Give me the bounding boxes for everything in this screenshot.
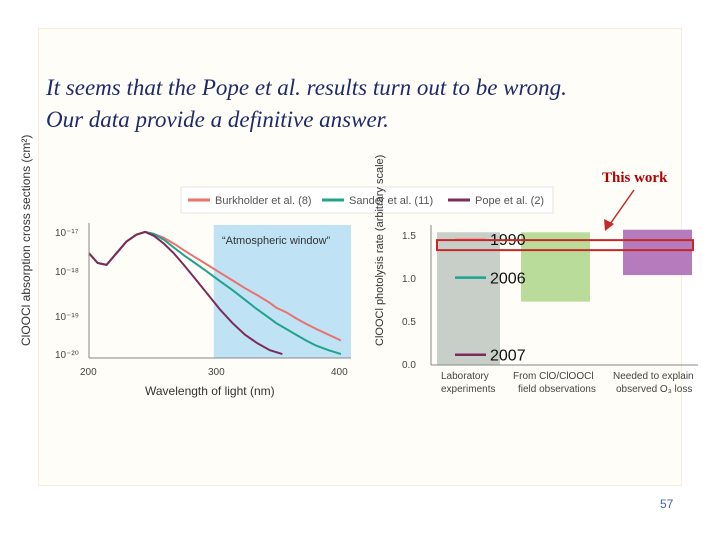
category-label-field-line-1: From ClO/ClOOCl <box>513 371 594 382</box>
left-ytick-1: 10⁻¹⁷ <box>55 228 79 239</box>
right-chart: 1.5 1.0 0.5 0.0 ClOOCl photolysis rate (… <box>374 155 698 395</box>
series-line-3 <box>88 230 283 356</box>
right-ytick-0-0: 0.0 <box>402 360 416 371</box>
left-chart: “Atmospheric window” 10⁻¹⁷ 10⁻¹⁸ 10⁻¹⁹ 1… <box>19 135 351 398</box>
legend-box <box>180 186 554 214</box>
bar-2 <box>521 232 590 302</box>
year-label-2006: 2006 <box>490 271 526 288</box>
atmospheric-window-band <box>213 225 351 358</box>
right-ytick-1-5: 1.5 <box>402 231 416 242</box>
year-label-2007: 2007 <box>490 348 526 365</box>
right-ytick-0-5: 0.5 <box>402 317 416 328</box>
headline: It seems that the Pope et al. results tu… <box>46 72 706 136</box>
left-ytick-3: 10⁻¹⁹ <box>55 312 79 323</box>
headline-line-1: It seems that the Pope et al. results tu… <box>46 75 567 100</box>
atmospheric-window-label: “Atmospheric window” <box>222 235 331 247</box>
callout-arrow <box>604 189 635 231</box>
slide-number: 57 <box>660 497 674 511</box>
left-y-axis-label: ClOOCl absorption cross sections (cm²) <box>19 135 33 346</box>
right-bars-group <box>437 229 692 365</box>
right-ytick-1-0: 1.0 <box>402 274 416 285</box>
this-work-highlight-box <box>436 239 694 252</box>
left-xtick-300: 300 <box>208 367 225 378</box>
category-label-needed-line-1: Needed to explain <box>613 371 694 382</box>
headline-line-2: Our data provide a definitive answer. <box>46 107 389 132</box>
left-series-group <box>88 230 342 356</box>
right-y-axis-label: ClOOCl photolysis rate (arbitrary scale) <box>374 155 386 346</box>
left-ytick-2: 10⁻¹⁸ <box>55 267 79 278</box>
legend-label-sander: Sander et al. (11) <box>349 195 433 207</box>
this-work-callout: This work <box>602 170 668 186</box>
category-label-lab-line-2: experiments <box>441 384 495 395</box>
left-x-axis-label: Wavelength of light (nm) <box>145 384 275 398</box>
category-label-needed-line-2: observed O₃ loss <box>616 384 692 395</box>
legend-label-pope: Pope et al. (2) <box>475 195 544 207</box>
legend-label-burkholder: Burkholder et al. (8) <box>215 195 312 207</box>
bar-3 <box>623 229 692 276</box>
left-xtick-200: 200 <box>80 367 97 378</box>
left-xtick-400: 400 <box>331 367 348 378</box>
category-label-field-line-2: field observations <box>518 384 596 395</box>
left-ytick-4: 10⁻²⁰ <box>55 350 79 361</box>
bar-1 <box>437 232 500 365</box>
category-label-lab-line-1: Laboratory <box>441 371 489 382</box>
